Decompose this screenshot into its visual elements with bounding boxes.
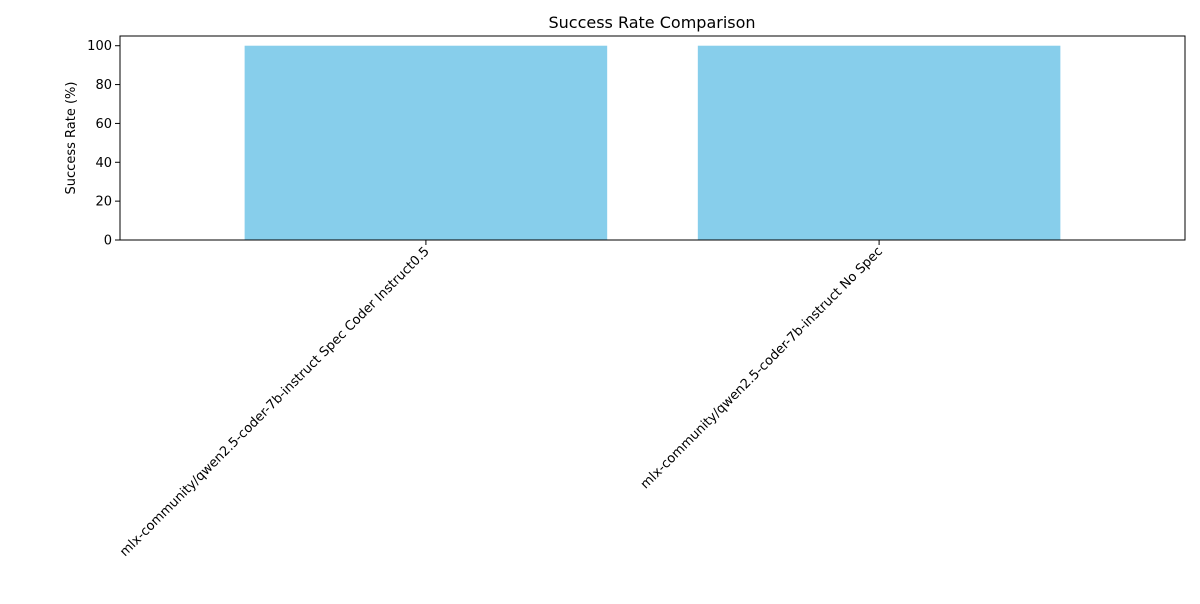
bar [244,45,608,240]
x-tick-label: mlx-community/qwen2.5-coder-7b-instruct … [638,244,886,492]
y-tick-label: 60 [95,117,112,132]
plot-frame [119,35,1186,241]
y-tick-label: 80 [95,78,112,93]
plot-area: 0 20 40 60 80 100 mlx-community/qwen2.5-coder-… [87,35,1186,560]
y-tick-label: 40 [95,156,112,171]
x-tick-label: mlx-community/qwen2.5-coder-7b-instruct … [117,244,433,560]
y-axis-label: Success Rate (%) [64,82,79,195]
chart-title: Success Rate Comparison [548,13,755,32]
bar [697,45,1061,240]
y-tick-label: 20 [95,195,112,210]
y-tick-label: 0 [104,234,112,249]
y-tick-label: 100 [87,39,112,54]
